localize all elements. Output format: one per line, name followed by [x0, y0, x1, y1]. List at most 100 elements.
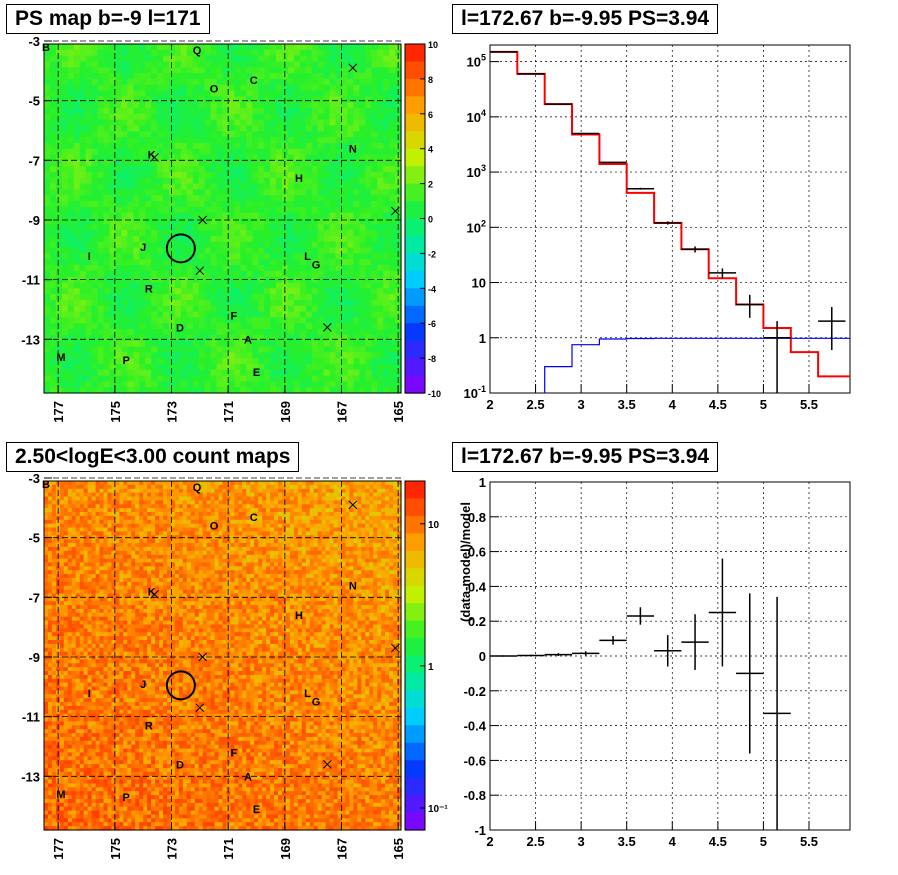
heatmap-cell [335, 201, 343, 208]
heatmap-cell [59, 717, 65, 722]
heatmap-cell [353, 189, 360, 196]
heatmap-cell [210, 49, 218, 57]
heatmap-cell [48, 756, 53, 761]
heatmap-cell [252, 270, 259, 278]
heatmap-cell [180, 131, 188, 138]
heatmap-cell [377, 270, 384, 278]
heatmap-cell [97, 212, 105, 220]
heatmap-cell [228, 282, 235, 289]
heatmap-cell [97, 142, 105, 150]
heatmap-cell [335, 137, 343, 144]
heatmap-cell [103, 61, 110, 68]
heatmap-cell [323, 73, 331, 80]
heatmap-cell [234, 90, 241, 97]
heatmap-cell [311, 154, 319, 161]
heatmap-cell [168, 294, 176, 301]
heatmap-cell [71, 768, 77, 773]
heatmap-cell [48, 702, 53, 707]
heatmap-cell [48, 806, 53, 812]
heatmap-cell [323, 137, 331, 144]
heatmap-cell [270, 235, 277, 243]
heatmap-cell [234, 201, 241, 208]
heatmap-cell [121, 108, 128, 115]
heatmap-cell [311, 119, 319, 126]
corner-label: B [42, 42, 50, 54]
heatmap-cell [51, 492, 57, 498]
heatmap-cell [198, 189, 206, 196]
heatmap-cell [59, 616, 65, 622]
heatmap-cell [264, 299, 271, 307]
heatmap-cell [79, 235, 87, 243]
heatmap-cell [133, 125, 140, 132]
heatmap-cell [48, 636, 53, 641]
heatmap-cell [55, 276, 63, 284]
heatmap-cell [163, 113, 170, 121]
heatmap-cell [365, 44, 372, 51]
heatmap-cell [85, 55, 93, 62]
heatmap-cell [204, 55, 212, 62]
heatmap-cell [85, 201, 93, 208]
heatmap-cell [97, 329, 105, 336]
heatmap-cell [85, 172, 93, 179]
heatmap-cell [186, 329, 194, 336]
heatmap-cell [222, 235, 229, 243]
heatmap-cell [198, 323, 206, 330]
heatmap-cell [299, 78, 307, 86]
heatmap-cell [59, 764, 65, 769]
heatmap-cell [359, 212, 366, 220]
heatmap-cell [252, 108, 259, 115]
heatmap-cell [83, 806, 89, 812]
heatmap-cell [395, 119, 402, 126]
heatmap-cell [353, 218, 360, 225]
heatmap-cell [305, 247, 313, 254]
heatmap-cell [305, 148, 313, 156]
heatmap-cell [75, 589, 81, 595]
heatmap-cell [258, 55, 265, 62]
heatmap-cell [91, 791, 97, 796]
heatmap-cell [48, 667, 53, 672]
heatmap-cell [383, 73, 390, 80]
heatmap-cell [61, 84, 69, 92]
heatmap-cell [127, 346, 134, 353]
heatmap-cell [371, 253, 378, 260]
heatmap-cell [341, 352, 348, 359]
heatmap-cell [85, 148, 93, 156]
heatmap-cell [276, 160, 283, 167]
heatmap-cell [198, 305, 206, 313]
heatmap-cell [246, 381, 253, 388]
heatmap-cell [59, 558, 65, 564]
heatmap-cell [95, 717, 101, 722]
heatmap-cell [228, 276, 235, 284]
heatmap-cell [127, 44, 134, 51]
heatmap-cell [87, 736, 93, 742]
heatmap-cell [51, 686, 57, 691]
heatmap-cell [347, 78, 354, 86]
heatmap-cell [270, 369, 277, 377]
heatmap-cell [157, 183, 164, 190]
heatmap-cell [383, 177, 390, 185]
heatmap-cell [75, 705, 81, 711]
heatmap-cell [79, 369, 87, 377]
heatmap-cell [71, 632, 77, 637]
heatmap-cell [186, 119, 194, 126]
heatmap-cell [305, 253, 313, 260]
heatmap-cell [83, 647, 89, 653]
heatmap-cell [151, 201, 158, 208]
heatmap-cell [240, 218, 247, 225]
heatmap-cell [222, 259, 229, 266]
heatmap-cell [63, 558, 69, 564]
heatmap-cell [216, 96, 224, 103]
heatmap-cell [323, 352, 331, 359]
heatmap-cell [71, 764, 77, 769]
heatmap-cell [67, 484, 73, 490]
heatmap-cell [329, 125, 337, 132]
heatmap-cell [55, 67, 63, 74]
heatmap-cell [73, 387, 81, 394]
heatmap-cell [264, 131, 271, 138]
heatmap-cell [329, 201, 337, 208]
heatmap-cell [79, 523, 85, 529]
heatmap-cell [377, 49, 384, 57]
heatmap-cell [51, 481, 57, 486]
heatmap-cell [127, 78, 134, 86]
heatmap-cell [168, 96, 176, 103]
